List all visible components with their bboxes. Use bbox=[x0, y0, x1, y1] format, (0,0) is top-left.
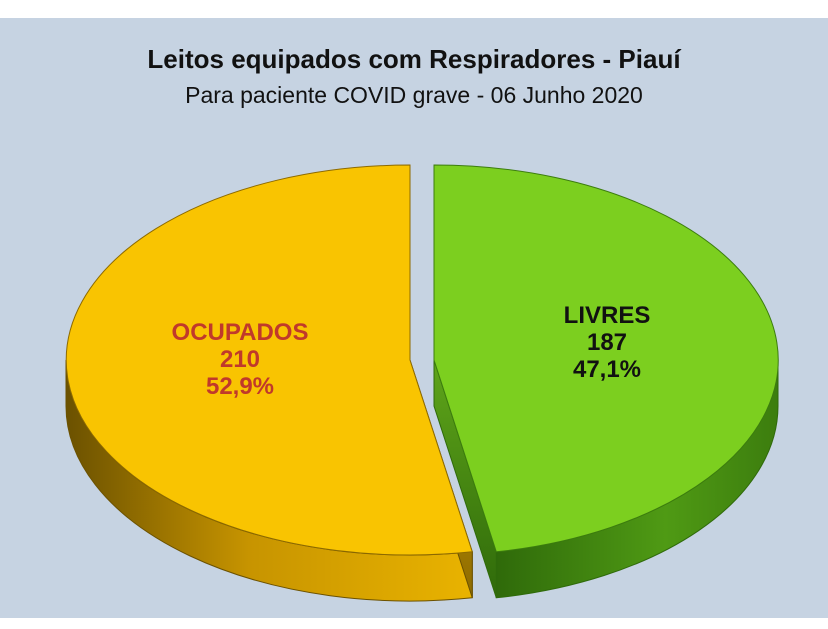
slice-label-ocupados-name: OCUPADOS bbox=[172, 319, 309, 346]
slice-label-ocupados: OCUPADOS 210 52,9% bbox=[172, 319, 309, 400]
chart-subtitle: Para paciente COVID grave - 06 Junho 202… bbox=[185, 82, 643, 108]
slice-label-livres-name: LIVRES bbox=[564, 302, 651, 329]
slice-label-ocupados-percent: 52,9% bbox=[206, 373, 274, 400]
chart-background: Leitos equipados com Respiradores - Piau… bbox=[0, 18, 828, 618]
chart-title: Leitos equipados com Respiradores - Piau… bbox=[147, 44, 681, 74]
slice-label-ocupados-value: 210 bbox=[220, 346, 260, 373]
slice-label-livres: LIVRES 187 47,1% bbox=[564, 302, 651, 383]
slice-label-livres-percent: 47,1% bbox=[573, 356, 641, 383]
pie-chart: OCUPADOS 210 52,9% LIVRES 187 47,1% bbox=[65, 164, 779, 602]
pie-slice-livres bbox=[433, 164, 779, 599]
pie-slice-ocupados bbox=[65, 164, 473, 602]
slice-label-livres-value: 187 bbox=[587, 329, 627, 356]
